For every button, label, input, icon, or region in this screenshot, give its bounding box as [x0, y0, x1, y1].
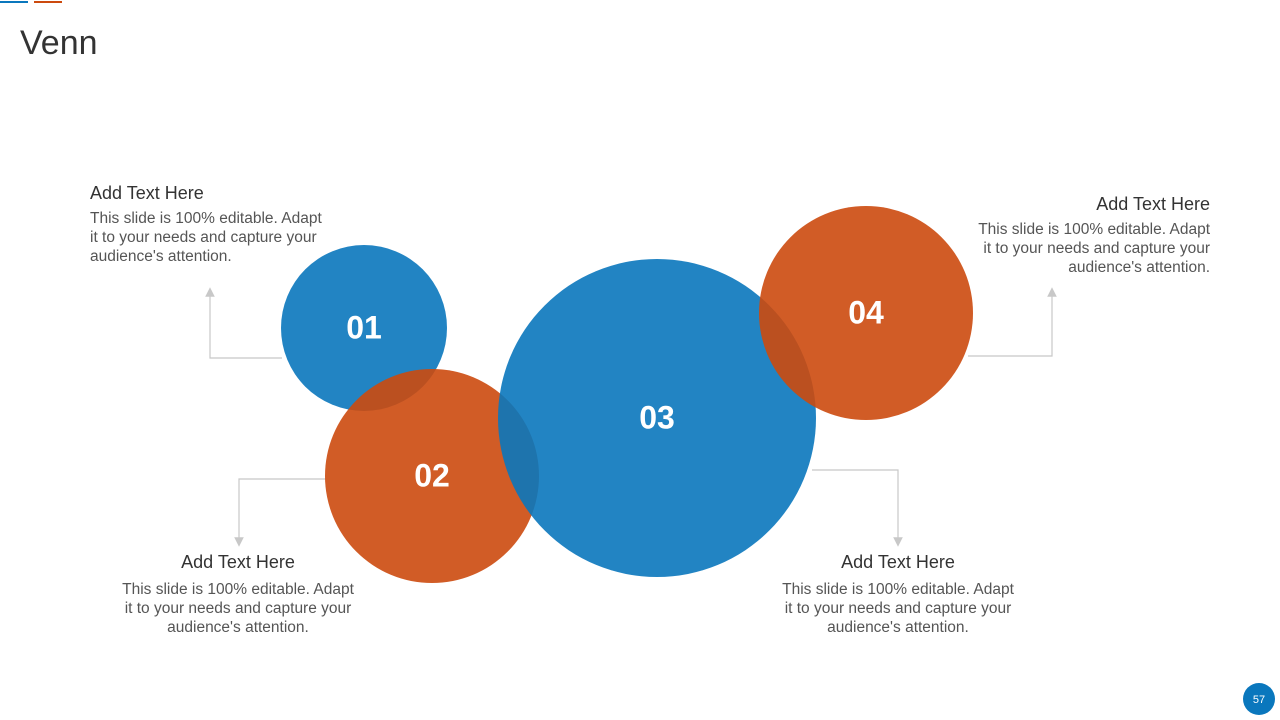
- note-body: This slide is 100% editable. Adapt: [122, 581, 354, 598]
- slide-title: Venn: [20, 24, 98, 62]
- connector: [234, 478, 326, 547]
- circle-label: 03: [639, 399, 675, 435]
- note-heading: Add Text Here: [1096, 194, 1210, 214]
- circle-label: 04: [848, 294, 884, 330]
- note-body: This slide is 100% editable. Adapt: [782, 581, 1014, 598]
- venn: 01 02 03 04: [281, 206, 973, 583]
- venn-circle: [759, 206, 973, 420]
- note-body: This slide is 100% editable. Adapt: [978, 221, 1210, 238]
- note-body: it to your needs and capture your: [125, 600, 352, 617]
- note-heading: Add Text Here: [841, 552, 955, 572]
- connector: [968, 287, 1057, 357]
- note-body: audience's attention.: [90, 248, 232, 265]
- note-body: it to your needs and capture your: [983, 240, 1210, 257]
- connector: [205, 287, 282, 359]
- note-body: audience's attention.: [827, 619, 969, 636]
- notes: Add Text Here This slide is 100% editable…: [90, 183, 1211, 636]
- page-badge: [1243, 683, 1275, 715]
- note-body: This slide is 100% editable. Adapt: [90, 210, 322, 227]
- page-number: 57: [1253, 694, 1265, 706]
- venn-circle: [325, 369, 539, 583]
- note-body: audience's attention.: [167, 619, 309, 636]
- venn-circle: [498, 259, 816, 577]
- circle-label: 02: [414, 457, 450, 493]
- note-body: audience's attention.: [1068, 259, 1210, 276]
- connector: [812, 469, 903, 547]
- venn-circle: [281, 245, 447, 411]
- note-body: it to your needs and capture your: [90, 229, 317, 246]
- note-heading: Add Text Here: [90, 183, 204, 203]
- note-heading: Add Text Here: [181, 552, 295, 572]
- circle-label: 01: [346, 309, 382, 345]
- note-body: it to your needs and capture your: [785, 600, 1012, 617]
